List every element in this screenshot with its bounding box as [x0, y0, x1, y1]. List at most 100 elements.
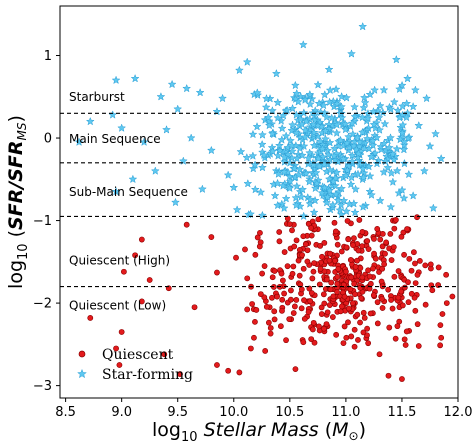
star-forming-point	[312, 178, 322, 188]
quiescent-point	[351, 343, 358, 350]
star-forming-point	[267, 106, 277, 115]
quiescent-point	[351, 235, 357, 242]
legend-item-quiescent: Quiescent	[78, 347, 174, 363]
quiescent-point	[253, 307, 260, 313]
quiescent-point	[225, 367, 232, 374]
quiescent-point	[374, 299, 381, 306]
quiescent-point	[371, 235, 377, 242]
star-forming-point	[360, 98, 370, 107]
star-forming-point	[322, 112, 332, 122]
region-label: Sub-Main Sequence	[69, 185, 188, 199]
quiescent-point	[300, 265, 307, 272]
star-forming-point	[379, 138, 389, 148]
quiescent-point	[295, 257, 302, 264]
quiescent-point	[257, 229, 263, 236]
star-forming-point	[309, 140, 319, 150]
quiescent-point	[343, 268, 349, 275]
star-forming-point	[322, 198, 332, 207]
quiescent-point	[161, 351, 168, 358]
quiescent-point	[395, 268, 402, 274]
star-forming-point	[337, 91, 347, 101]
star-forming-point	[85, 116, 95, 126]
quiescent-point	[267, 325, 274, 331]
quiescent-point	[318, 304, 325, 311]
quiescent-point	[233, 254, 239, 261]
star-forming-point	[296, 114, 306, 124]
quiescent-point	[427, 261, 434, 268]
star-forming-point	[195, 87, 205, 97]
star-forming-point	[347, 156, 357, 166]
legend: Quiescent Star-forming	[77, 347, 193, 383]
quiescent-point	[300, 339, 307, 346]
star-forming-point	[291, 200, 301, 210]
quiescent-point	[401, 251, 407, 258]
quiescent-point	[408, 267, 415, 274]
star-forming-point	[256, 187, 266, 197]
quiescent-point	[334, 289, 340, 295]
star-forming-point	[305, 194, 315, 204]
quiescent-point	[138, 298, 145, 305]
quiescent-point	[276, 229, 283, 235]
region-labels: Starburst Main Sequence Sub-Main Sequence Q…	[69, 90, 188, 313]
legend-marker-quiescent	[78, 350, 86, 358]
star-forming-point	[386, 168, 396, 177]
quiescent-point	[412, 260, 418, 267]
star-forming-point	[365, 171, 375, 181]
quiescent-point	[364, 238, 371, 244]
quiescent-point	[365, 340, 372, 347]
quiescent-point	[302, 241, 309, 248]
star-forming-point	[271, 68, 281, 78]
star-forming-point	[317, 188, 327, 197]
quiescent-point	[395, 294, 402, 301]
star-forming-point	[281, 131, 291, 140]
quiescent-point	[324, 309, 331, 316]
star-forming-point	[353, 169, 363, 179]
quiescent-point	[385, 372, 392, 379]
quiescent-point	[365, 246, 372, 252]
star-forming-point	[347, 118, 357, 128]
star-forming-point	[300, 125, 310, 135]
quiescent-point	[437, 322, 444, 329]
star-forming-point	[375, 196, 385, 205]
quiescent-point	[279, 307, 285, 314]
star-forming-point	[279, 167, 289, 176]
quiescent-point	[399, 302, 406, 309]
legend-label-quiescent: Quiescent	[102, 347, 174, 363]
quiescent-point	[254, 234, 261, 241]
quiescent-point	[393, 216, 399, 223]
quiescent-point	[334, 274, 341, 280]
quiescent-point	[191, 304, 198, 311]
star-forming-point	[364, 161, 374, 171]
star-forming-point	[236, 147, 246, 156]
quiescent-point	[414, 271, 421, 278]
star-forming-point	[319, 100, 329, 110]
quiescent-point	[300, 233, 307, 240]
quiescent-point	[244, 306, 251, 313]
star-forming-point	[218, 93, 228, 103]
star-forming-point	[313, 80, 323, 89]
star-forming-point	[402, 112, 412, 122]
star-forming-point	[330, 181, 340, 190]
quiescent-point	[392, 335, 399, 342]
star-forming-point	[346, 179, 356, 189]
quiescent-point	[367, 310, 374, 317]
star-forming-point	[310, 183, 320, 193]
quiescent-point	[271, 268, 278, 274]
quiescent-point	[326, 257, 333, 264]
quiescent-point	[379, 265, 386, 272]
star-forming-point	[336, 200, 346, 209]
star-forming-point	[263, 112, 273, 122]
star-forming-point	[300, 132, 310, 142]
star-forming-point	[318, 144, 328, 153]
quiescent-point	[357, 319, 363, 326]
quiescent-point	[307, 298, 314, 304]
star-forming-point	[359, 93, 369, 102]
quiescent-point	[242, 246, 248, 253]
star-forming-point	[292, 88, 302, 98]
quiescent-point	[214, 362, 220, 368]
quiescent-point	[299, 252, 305, 258]
star-forming-point	[365, 89, 375, 99]
star-forming-point	[290, 163, 300, 173]
star-forming-point	[197, 184, 207, 194]
star-forming-point	[111, 75, 121, 85]
